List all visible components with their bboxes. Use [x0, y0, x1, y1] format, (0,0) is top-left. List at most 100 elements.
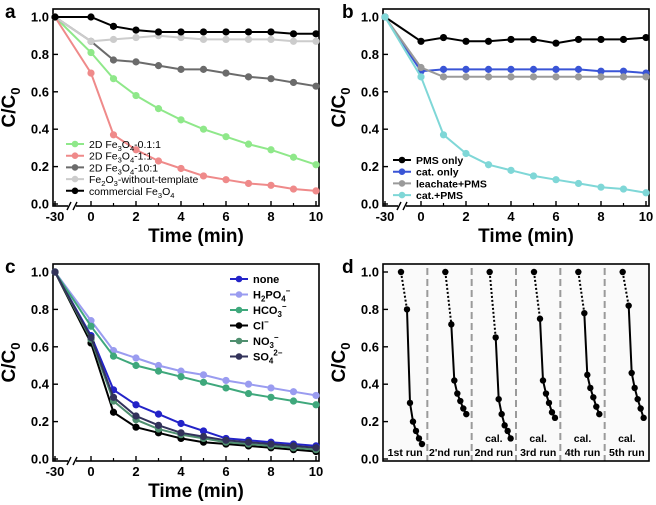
data-point: [642, 33, 650, 42]
data-point: [439, 73, 448, 81]
y-tick-label: 0.6: [361, 84, 379, 99]
data-point: [289, 153, 298, 161]
y-axis-label-sub: 0: [338, 88, 353, 95]
axis-break-mark: [72, 201, 78, 211]
series-1: [51, 13, 320, 195]
y-axis-label-sub: 0: [8, 343, 23, 350]
run-label-bottom: 1st run: [388, 447, 423, 459]
data-point: [403, 306, 411, 313]
y-tick-label: 0.0: [361, 197, 379, 212]
run-3: cal. 2nd run: [475, 268, 514, 459]
data-point: [539, 377, 547, 384]
axis-break-mark: [66, 456, 72, 466]
data-point: [87, 37, 95, 45]
legend-label-part: 2: [101, 179, 105, 188]
legend-label-part: none: [253, 274, 279, 286]
axis-break-mark: [402, 201, 408, 211]
data-point: [406, 399, 414, 407]
data-point: [507, 65, 515, 73]
y-tick-label: 0.4: [361, 122, 380, 137]
x-tick-label: 0: [87, 209, 94, 224]
x-tick-label: -30: [46, 209, 65, 224]
legend-label-part: H: [253, 290, 261, 302]
data-point: [442, 268, 449, 276]
data-point: [267, 28, 275, 36]
series-5: [51, 268, 320, 452]
data-point: [529, 172, 538, 180]
series-line: [54, 271, 317, 451]
run-label-bottom: 4th run: [565, 447, 601, 459]
data-point: [244, 389, 253, 398]
plot-frame: [382, 8, 650, 207]
legend-label-part: commercial Fe: [89, 186, 158, 198]
data-point: [596, 410, 603, 418]
data-point: [244, 380, 253, 388]
data-point: [244, 73, 253, 81]
data-point: [132, 33, 140, 42]
data-point: [634, 395, 641, 403]
panel-label-b: b: [342, 2, 354, 23]
y-tick-label: 0.4: [361, 377, 380, 392]
series-line: [54, 16, 316, 43]
legend-label-part: 3: [118, 156, 122, 165]
data-point: [448, 321, 455, 328]
series-2: [51, 13, 320, 90]
data-point: [154, 62, 163, 70]
legend-marker: [71, 187, 79, 195]
legend-label: 2D Fe3O4-1:1: [89, 151, 152, 165]
legend-label-part: -1:1: [134, 151, 152, 163]
series-line: [54, 16, 317, 192]
x-tick-label: 4: [507, 209, 515, 224]
x-tick-label: 4: [177, 464, 185, 479]
series-line: [54, 271, 317, 406]
run-4: cal. 3rd run: [520, 268, 559, 459]
data-point: [109, 22, 118, 30]
run-label-top: cal.: [618, 433, 636, 445]
series-1: [51, 268, 320, 400]
x-tick-label: 6: [552, 209, 559, 224]
y-tick-label: 0.6: [361, 339, 379, 354]
plot-frame: [382, 263, 650, 462]
data-point: [574, 179, 583, 188]
data-point: [267, 146, 275, 154]
legend-label-part: O: [122, 151, 130, 163]
data-point: [619, 268, 626, 276]
data-point: [312, 82, 320, 90]
legend-label-part: 3: [270, 341, 275, 350]
data-point: [289, 185, 298, 193]
series-0: [381, 13, 650, 47]
data-point: [381, 13, 389, 21]
data-point: [507, 35, 515, 44]
y-tick-label: 1.0: [361, 265, 379, 280]
x-tick-label: 10: [309, 464, 323, 479]
y-tick-label: 1.0: [31, 265, 49, 280]
data-point: [484, 73, 493, 81]
data-point: [154, 28, 163, 36]
data-point: [222, 69, 230, 77]
data-point: [590, 394, 597, 401]
data-point: [244, 35, 253, 44]
run-dark-segment: [488, 271, 497, 338]
axis-break-mark: [66, 201, 72, 211]
legend-label-part: O: [122, 162, 130, 174]
x-tick-label: 10: [639, 209, 653, 224]
legend-label-part: Fe: [89, 174, 101, 186]
series-3: [381, 13, 650, 197]
data-point: [312, 391, 320, 400]
data-point: [199, 35, 208, 44]
data-point: [222, 376, 230, 385]
data-point: [484, 161, 493, 169]
y-tick-label: 1.0: [361, 10, 379, 25]
data-point: [597, 73, 605, 81]
data-point: [640, 414, 647, 422]
y-tick-label: 0.6: [31, 84, 49, 99]
data-point: [507, 73, 515, 81]
legend-label-part: -without-template: [118, 174, 199, 186]
legend-label-part: 2: [261, 295, 266, 304]
data-point: [587, 384, 594, 392]
data-point: [289, 78, 298, 87]
data-point: [267, 181, 275, 189]
data-point: [289, 37, 298, 45]
legend-marker: [398, 191, 406, 199]
data-point: [244, 140, 253, 148]
